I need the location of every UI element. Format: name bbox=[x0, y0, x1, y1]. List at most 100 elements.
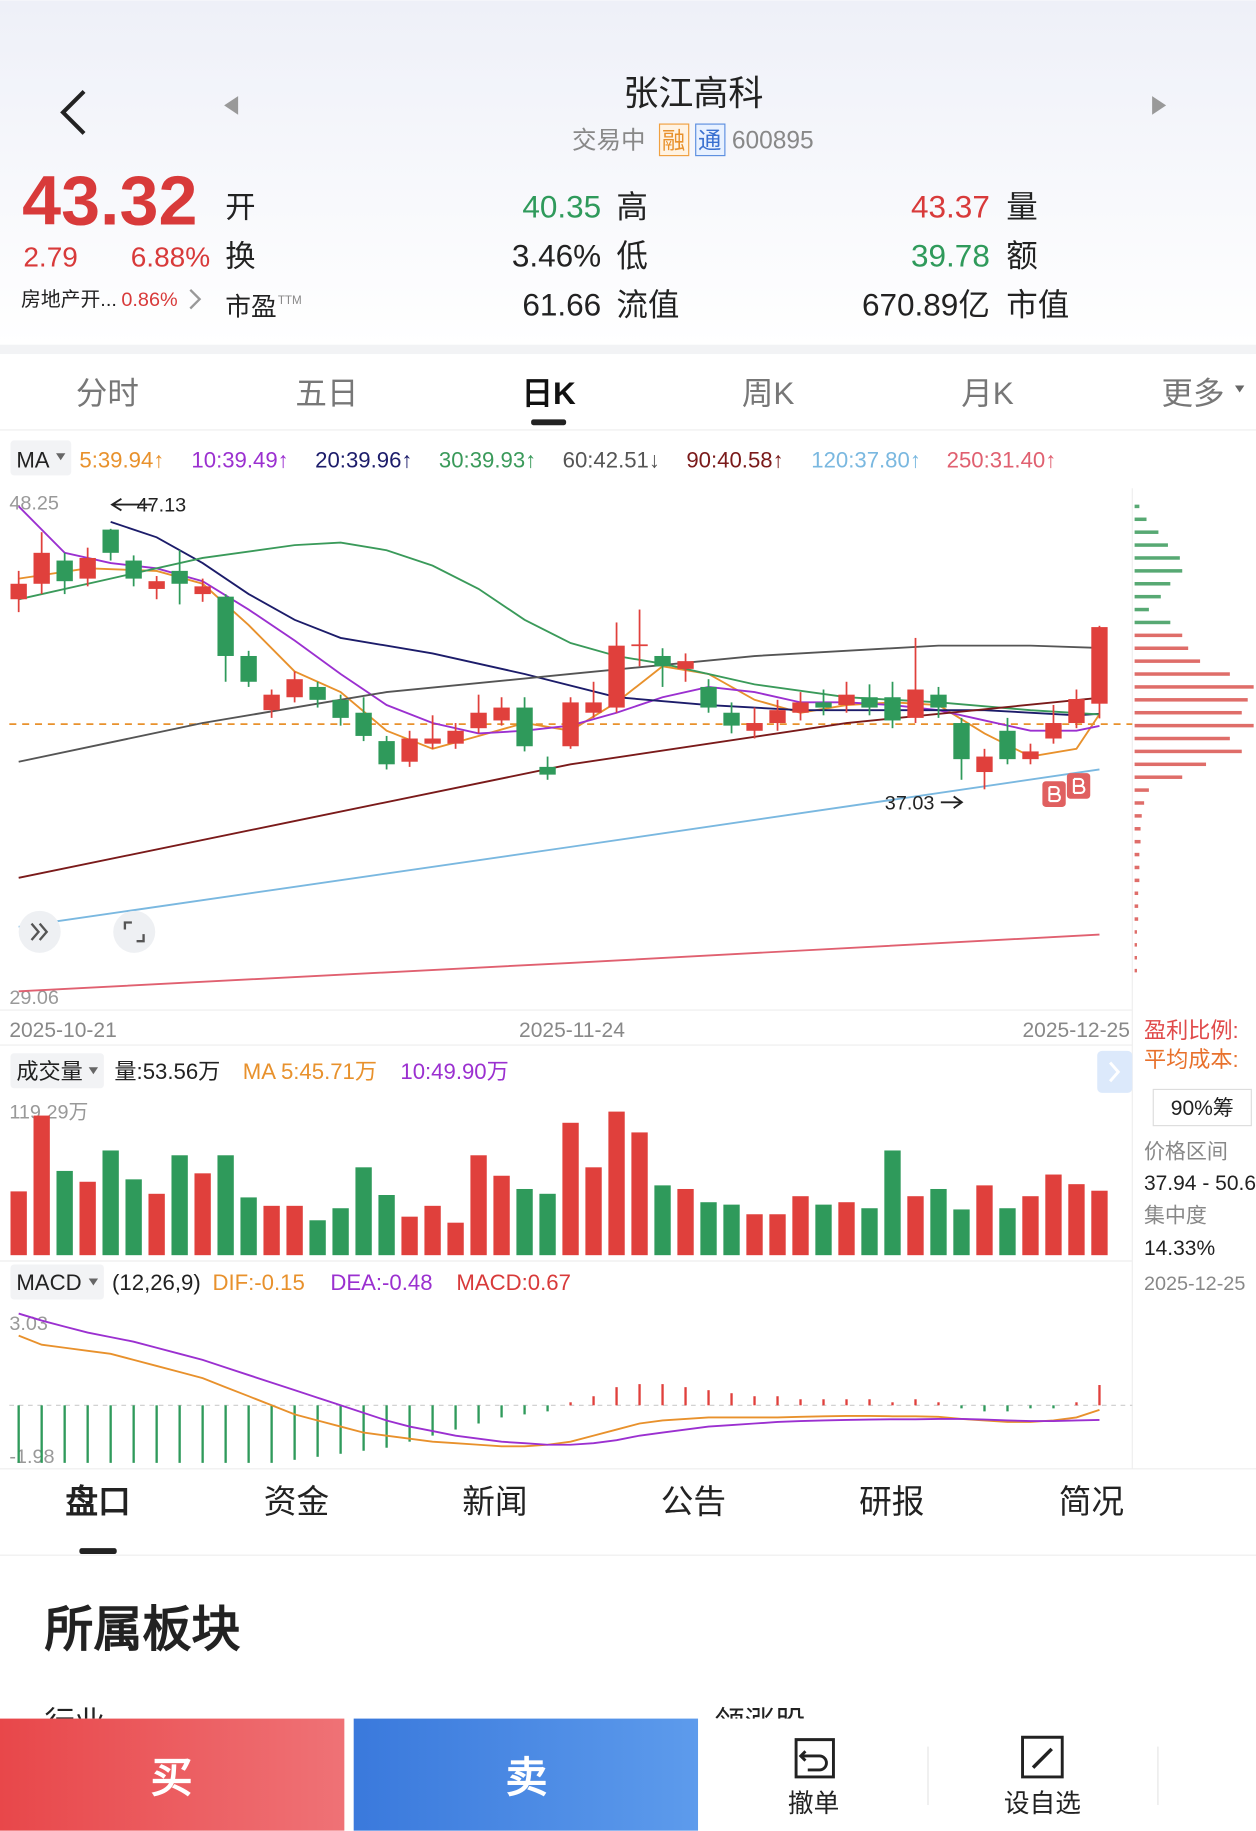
indicator-caret[interactable] bbox=[56, 453, 66, 461]
volume-bar bbox=[286, 1205, 303, 1256]
volume-caret[interactable] bbox=[88, 1067, 99, 1075]
info-tab[interactable]: 新闻 bbox=[462, 1483, 527, 1520]
trade-status: 交易中 bbox=[572, 127, 646, 155]
period-tab[interactable]: 分时 bbox=[76, 375, 139, 411]
candle-body bbox=[194, 586, 211, 595]
cancel-icon bbox=[798, 1750, 828, 1772]
period-tab[interactable]: 月K bbox=[961, 375, 1014, 411]
sector-name[interactable]: 房地产开... bbox=[21, 289, 117, 311]
indicator-select[interactable] bbox=[10, 440, 72, 476]
next-stock[interactable] bbox=[1152, 96, 1167, 115]
watch-icon bbox=[1021, 1735, 1064, 1779]
candle-body bbox=[815, 702, 832, 708]
candle-body bbox=[769, 710, 786, 724]
volume-bar bbox=[33, 1115, 50, 1256]
buy-button[interactable] bbox=[0, 1718, 345, 1831]
badge-box bbox=[658, 123, 690, 157]
chip-bar bbox=[1134, 943, 1137, 947]
volume-bar bbox=[194, 1173, 211, 1256]
info-tab[interactable]: 研报 bbox=[859, 1483, 924, 1520]
period-tab[interactable]: 五日 bbox=[295, 375, 358, 411]
macd-value: MACD:0.67 bbox=[456, 1270, 571, 1295]
volume-bar bbox=[447, 1222, 464, 1256]
volume-bar bbox=[470, 1155, 487, 1256]
volume-bar bbox=[746, 1214, 763, 1256]
volume-bar bbox=[792, 1196, 809, 1256]
candle-body bbox=[33, 552, 50, 584]
candle-body bbox=[79, 557, 96, 579]
chip-bar bbox=[1134, 917, 1139, 921]
panel-toggle[interactable] bbox=[1097, 1050, 1133, 1093]
volume-bar bbox=[723, 1204, 740, 1256]
info-tab[interactable]: 资金 bbox=[264, 1483, 329, 1520]
cancel-label: 撤单 bbox=[788, 1789, 839, 1818]
volume-select[interactable] bbox=[10, 1053, 104, 1089]
candle-body bbox=[884, 697, 901, 721]
chip-bar bbox=[1134, 543, 1168, 547]
candle-body bbox=[424, 738, 441, 744]
macd-dea: DEA:-0.48 bbox=[330, 1270, 432, 1295]
stock-code: 600895 bbox=[732, 128, 814, 155]
volume-bar bbox=[1022, 1196, 1039, 1256]
info-tabs: 盘口 资金 新闻 公告 研报 简况 bbox=[65, 1483, 1124, 1520]
conc-label: 集中度 bbox=[1144, 1204, 1207, 1227]
chip-bar bbox=[1134, 814, 1142, 818]
candle-body bbox=[1022, 751, 1039, 760]
sector-arrow[interactable] bbox=[189, 289, 202, 310]
fullscreen-button[interactable] bbox=[113, 910, 156, 953]
candle-body bbox=[700, 686, 717, 708]
candle-body bbox=[539, 766, 556, 775]
range-label: 价格区间 bbox=[1144, 1140, 1228, 1163]
chip-bar bbox=[1134, 891, 1139, 896]
badge-connect: 通 bbox=[698, 128, 721, 154]
field-value: 39.78 bbox=[911, 237, 990, 273]
back-button[interactable] bbox=[60, 89, 86, 135]
quote-columns: 40.35 高 3.46% 低 61.66 流值 43.37 量 39.78 额 670.89亿 市值 bbox=[512, 188, 1069, 322]
chip-button[interactable] bbox=[1152, 1088, 1252, 1127]
more-caret[interactable] bbox=[1234, 385, 1245, 393]
volume-bar bbox=[516, 1188, 533, 1256]
badge-margin: 融 bbox=[662, 128, 685, 154]
candle-body bbox=[171, 570, 188, 584]
candle-body bbox=[378, 741, 395, 765]
candle-body bbox=[309, 686, 326, 700]
info-tab[interactable]: 公告 bbox=[661, 1483, 726, 1520]
candle-body bbox=[1091, 627, 1108, 704]
last-price: 43.32 bbox=[22, 161, 197, 239]
y-tick-label: 48.25 bbox=[9, 492, 59, 514]
period-tab[interactable]: 更多 bbox=[1161, 375, 1224, 411]
volume-chart: 119.29万 bbox=[9, 1102, 1108, 1256]
price-change: 2.79 bbox=[23, 241, 78, 272]
chip-bar bbox=[1134, 607, 1149, 612]
indicator-name: MA bbox=[16, 447, 49, 472]
period-tab[interactable]: 周K bbox=[742, 375, 795, 411]
ma-legend: 5:39.94↑ 10:39.49↑ 20:39.96↑ 30:39.93↑ 60:42… bbox=[79, 447, 1056, 472]
volume-bar bbox=[907, 1196, 924, 1256]
prev-stock[interactable] bbox=[224, 96, 239, 115]
candle-body bbox=[240, 655, 257, 682]
date-mid: 2025-11-24 bbox=[519, 1019, 625, 1042]
volume-bar bbox=[56, 1170, 73, 1256]
field-value: 40.35 bbox=[522, 188, 601, 224]
volume-bar bbox=[1045, 1174, 1062, 1256]
candle-body bbox=[976, 756, 993, 773]
cancel-button[interactable]: 撤单 bbox=[788, 1738, 839, 1818]
period-tab[interactable]: 日K bbox=[521, 375, 576, 411]
sell-button[interactable] bbox=[353, 1718, 699, 1831]
period-tabs: 分时 五日 日K 周K 月K 更多 bbox=[76, 375, 1225, 411]
macd-select[interactable] bbox=[10, 1264, 104, 1300]
info-tab[interactable]: 盘口 bbox=[65, 1483, 130, 1520]
info-tab[interactable]: 简况 bbox=[1059, 1483, 1124, 1520]
volume-bar bbox=[838, 1202, 855, 1256]
candle-body bbox=[861, 697, 878, 708]
chip-bar bbox=[1134, 646, 1189, 650]
field-label: 高 bbox=[616, 188, 648, 224]
low-label: 37.03 bbox=[885, 792, 935, 814]
macd-caret[interactable] bbox=[88, 1278, 99, 1286]
watch-button[interactable]: 设自选 bbox=[1004, 1735, 1081, 1818]
stock-name: 张江高科 bbox=[623, 74, 763, 113]
chip-bar bbox=[1134, 839, 1141, 844]
candle-body bbox=[930, 694, 947, 708]
macd-dif: DIF:-0.15 bbox=[212, 1270, 304, 1295]
